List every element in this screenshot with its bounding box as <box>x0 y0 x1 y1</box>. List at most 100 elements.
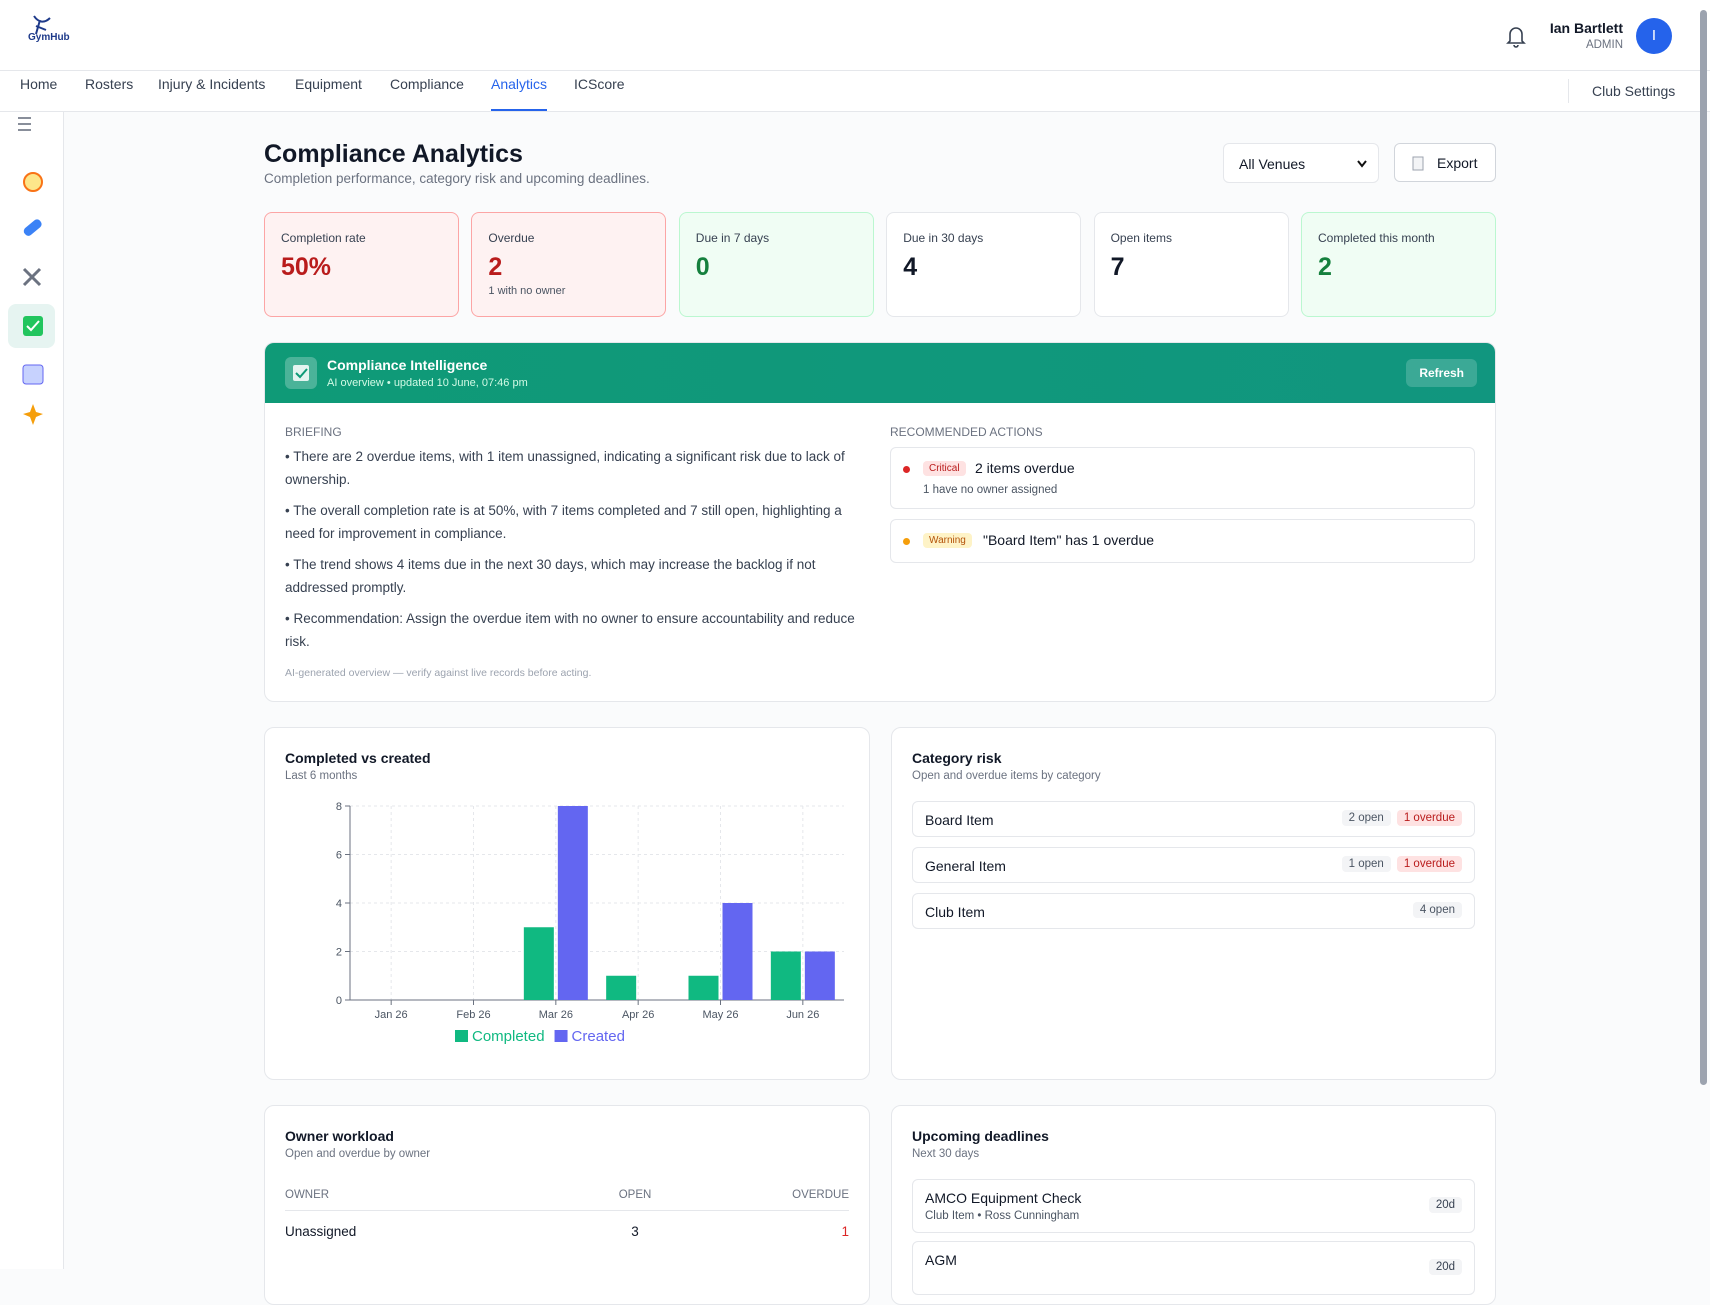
page-title: Compliance Analytics <box>264 140 523 168</box>
kpi-value: 2 <box>488 253 503 281</box>
briefing-item: • The overall completion rate is at 50%,… <box>285 503 842 541</box>
upcoming-card: Upcoming deadlines Next 30 days AMCO Equ… <box>891 1105 1496 1305</box>
column-header: OVERDUE <box>792 1189 849 1201</box>
logo-mark <box>33 15 51 35</box>
export-button[interactable]: Export <box>1394 143 1496 182</box>
card-title: Category risk <box>912 750 1002 766</box>
y-tick-label: 6 <box>336 850 342 862</box>
y-tick-label: 8 <box>336 801 342 813</box>
chart: 0 2 4 6 8 Jan 26 Feb 26 Mar 26 Apr 26 May 26 Jun 2… <box>336 801 844 1045</box>
deadline-name: AGM <box>925 1252 957 1268</box>
actions-list: Critical 2 items overdue 1 have no owner a… <box>890 447 1475 573</box>
nav-item[interactable]: ICScore <box>574 76 625 92</box>
deadline-meta: Club Item • Ross Cunningham <box>925 1210 1080 1222</box>
overdue-badge: 1 overdue <box>1396 810 1462 826</box>
kpi-card: Due in 30 days 4 <box>886 212 1082 317</box>
action-item[interactable]: Warning "Board Item" has 1 overdue <box>890 519 1475 563</box>
card-title: Owner workload <box>285 1128 394 1144</box>
y-tick-label: 2 <box>336 947 342 959</box>
nav-item[interactable]: Home <box>20 76 58 92</box>
user-role: ADMIN <box>1585 39 1623 51</box>
nav-item[interactable]: Compliance <box>390 76 464 92</box>
user-name: Ian Bartlett <box>1549 20 1623 36</box>
risk-badges: 4 open <box>1412 902 1462 918</box>
action-badge: Critical <box>923 461 966 476</box>
header-rule <box>285 1210 849 1211</box>
risk-row: Board Item 2 open 1 overdue <box>912 801 1475 837</box>
kpi-note: 1 with no owner <box>488 285 566 297</box>
deadline-name: AMCO Equipment Check <box>925 1190 1082 1206</box>
intelligence-subtitle: AI overview • updated 10 June, 07:46 pm <box>327 377 528 389</box>
open-badge: 1 open <box>1341 856 1391 872</box>
sidebar-icon[interactable] <box>22 267 42 287</box>
y-tick-label: 4 <box>336 898 342 910</box>
kpi-value: 7 <box>1110 253 1125 281</box>
sidebar-icon[interactable] <box>23 316 43 336</box>
kpi-card: Open items 7 <box>1093 212 1289 317</box>
actions-heading: RECOMMENDED ACTIONS <box>890 425 1043 439</box>
briefing-heading: BRIEFING <box>285 425 342 439</box>
nav-item[interactable]: Equipment <box>295 76 362 92</box>
overdue-badge: 1 overdue <box>1396 856 1462 872</box>
refresh-button[interactable]: Refresh <box>1406 359 1477 387</box>
column-header: OWNER <box>285 1189 330 1201</box>
legend-swatch <box>455 1030 468 1042</box>
nav-item[interactable]: Injury & Incidents <box>158 76 266 92</box>
risk-badges: 1 open 1 overdue <box>1341 856 1462 872</box>
kpi-label: Open items <box>1110 231 1172 245</box>
x-tick-label: Jan 26 <box>375 1009 408 1021</box>
notifications-bell[interactable] <box>1505 24 1527 48</box>
club-settings-link[interactable]: Club Settings <box>1592 83 1676 99</box>
action-badge: Warning <box>923 533 972 548</box>
deadline-item[interactable]: AMCO Equipment Check Club Item • Ross Cun… <box>912 1179 1475 1233</box>
intelligence-card: Compliance Intelligence AI overview • up… <box>264 342 1496 702</box>
kpi-card: Completed this month 2 <box>1301 212 1496 317</box>
card-title: Upcoming deadlines <box>912 1128 1049 1144</box>
bar <box>557 806 588 1000</box>
action-dot <box>903 538 910 545</box>
kpi-label: Completion rate <box>281 231 366 245</box>
kpi-label: Due in 7 days <box>695 231 770 245</box>
open-badge: 4 open <box>1412 902 1462 918</box>
legend-swatch <box>554 1030 568 1042</box>
nav-item[interactable]: Analytics <box>491 71 548 111</box>
disclaimer: AI-generated overview — verify against l… <box>285 667 592 679</box>
menu-toggle[interactable] <box>18 117 31 131</box>
scrollbar[interactable] <box>1700 10 1707 1085</box>
bar <box>770 951 801 1000</box>
sidebar-icon[interactable] <box>23 404 43 425</box>
sidebar-icon[interactable] <box>22 218 43 238</box>
open-badge: 2 open <box>1341 810 1391 826</box>
kpi-label: Overdue <box>488 231 535 245</box>
sidebar-icon[interactable] <box>23 172 43 192</box>
kpi-label: Completed this month <box>1318 231 1435 245</box>
logo-text: GymHub <box>28 32 70 43</box>
x-tick-label: May 26 <box>702 1009 738 1021</box>
action-dot <box>903 466 910 473</box>
avatar[interactable]: I <box>1636 18 1672 54</box>
kpi-label: Due in 30 days <box>903 231 984 245</box>
kpi-value: 2 <box>1318 253 1332 281</box>
card-subtitle: Open and overdue by owner <box>285 1148 431 1160</box>
venue-select[interactable]: All Venues <box>1223 143 1379 183</box>
deadline-item[interactable]: AGM 20d <box>912 1241 1475 1295</box>
x-tick-label: Apr 26 <box>622 1009 654 1021</box>
intelligence-icon-check <box>293 365 309 381</box>
bar <box>523 927 554 1000</box>
x-tick-label: Mar 26 <box>539 1009 573 1021</box>
nav-item[interactable]: Rosters <box>85 76 134 92</box>
body: GymHub Ian Bartlett ADMIN I Home Rosters I… <box>0 10 1710 1305</box>
card-subtitle: Open and overdue items by category <box>912 770 1101 782</box>
sidebar-icon[interactable] <box>22 364 44 385</box>
bar <box>688 975 719 1000</box>
venue-select-value: All Venues <box>1239 156 1306 172</box>
intelligence-title: Compliance Intelligence <box>327 357 488 373</box>
bar <box>606 975 637 1000</box>
x-tick-label: Jun 26 <box>786 1009 819 1021</box>
action-title: 2 items overdue <box>975 460 1075 476</box>
bar <box>722 903 753 1000</box>
kpi-card: Overdue 2 1 with no owner <box>471 212 667 317</box>
owner-cell: Unassigned <box>285 1224 357 1239</box>
action-item[interactable]: Critical 2 items overdue 1 have no owner a… <box>890 447 1475 509</box>
kpi-value: 50% <box>281 253 332 281</box>
